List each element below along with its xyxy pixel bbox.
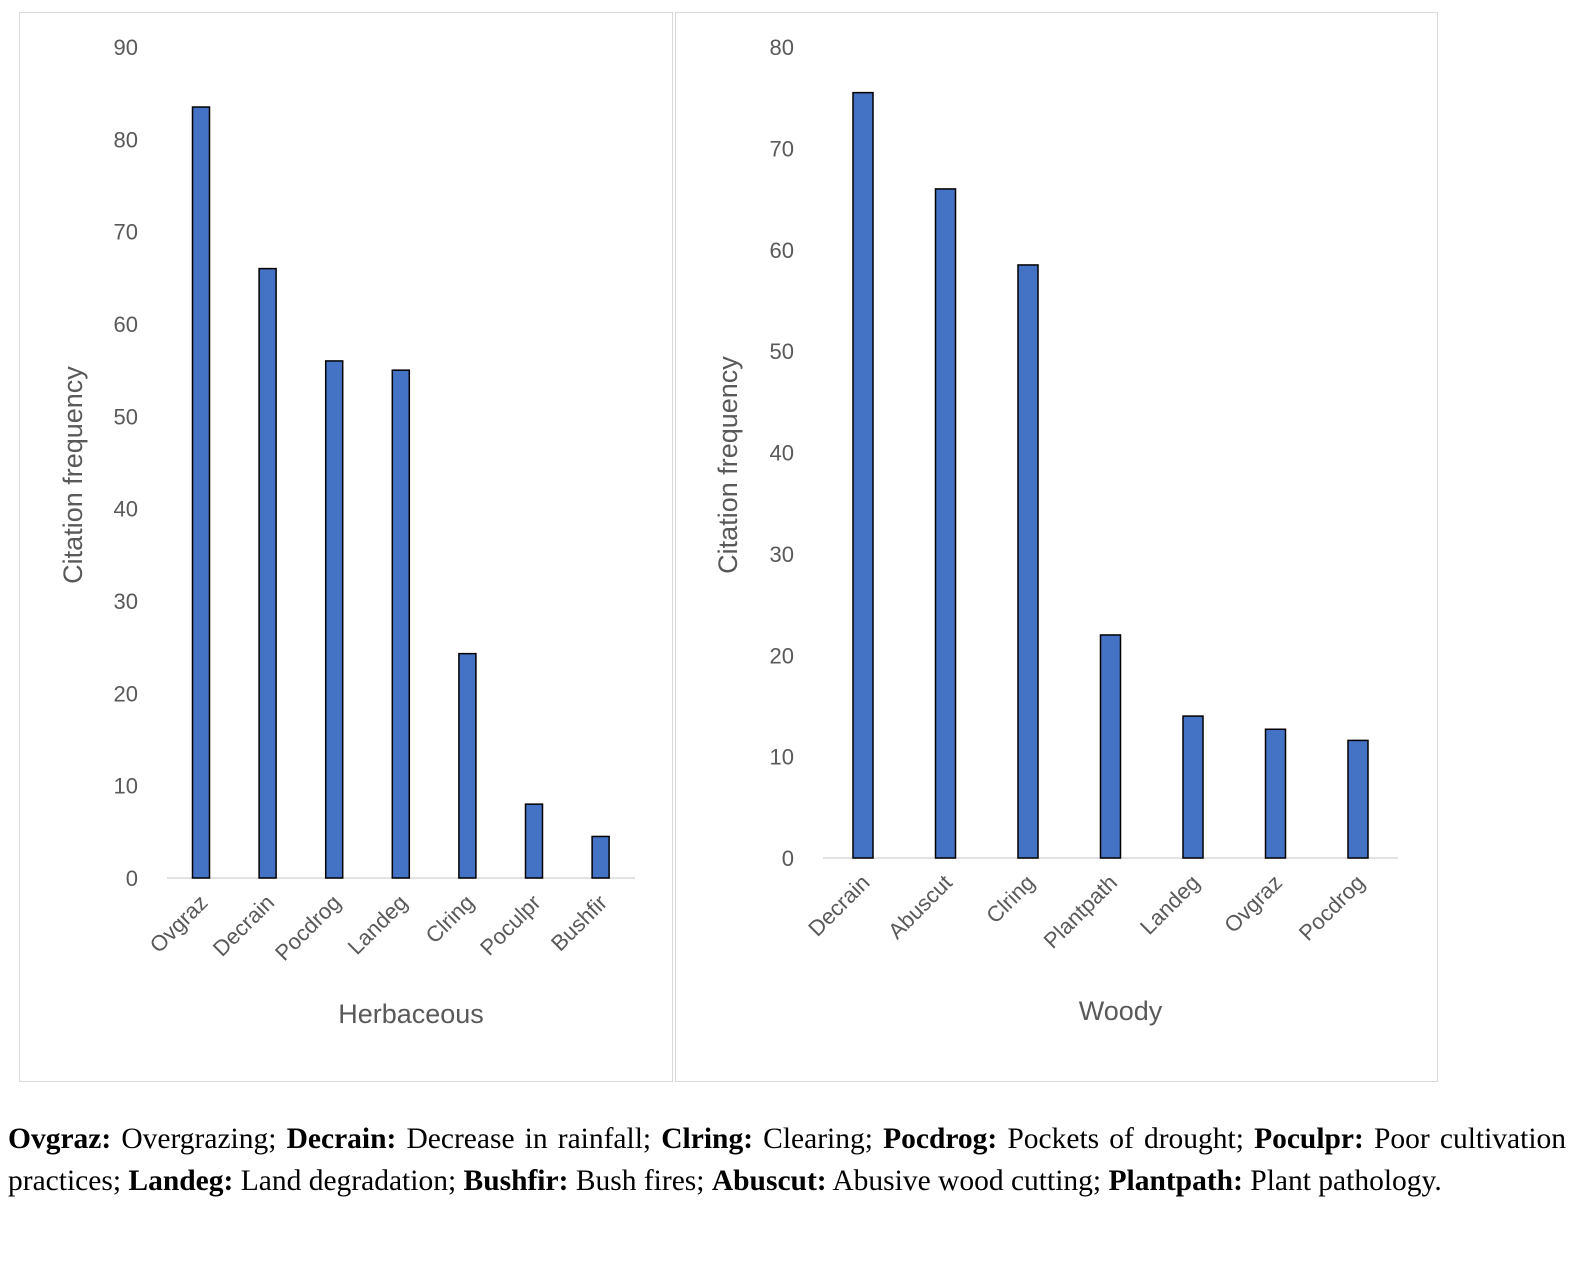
herbaceous-y-tick-label: 40 bbox=[114, 497, 138, 522]
herbaceous-bar-pocdrog bbox=[324, 360, 344, 879]
herbaceous-x-tick-label: Clring bbox=[421, 890, 479, 948]
herbaceous-x-tick-label: Pocdrog bbox=[270, 890, 346, 966]
caption-abbreviation: Pocdrog: bbox=[883, 1123, 998, 1155]
woody-y-tick-label: 70 bbox=[770, 136, 794, 161]
caption-abbreviation: Ovgraz: bbox=[8, 1123, 112, 1155]
woody-y-tick-label: 50 bbox=[770, 339, 794, 364]
herbaceous-x-tick-label: Bushfir bbox=[546, 890, 612, 956]
herbaceous-bar-poculpr bbox=[524, 803, 544, 879]
herbaceous-chart-panel: 0 10 20 30 40 50 60 70 80 90 Ovgraz Decrain Pocdrog L… bbox=[19, 12, 673, 1082]
herbaceous-x-tick-label: Ovgraz bbox=[145, 890, 213, 958]
caption-abbreviation: Decrain: bbox=[286, 1123, 397, 1155]
woody-bar-abuscut bbox=[934, 188, 957, 859]
woody-bar-plantpath bbox=[1099, 634, 1122, 859]
caption-abbreviation: Clring: bbox=[661, 1123, 754, 1155]
caption-definition: Land degradation; bbox=[233, 1165, 464, 1197]
herbaceous-bar-decrain bbox=[258, 267, 277, 879]
herbaceous-y-tick-label: 70 bbox=[114, 220, 138, 245]
woody-x-tick-label: Plantpath bbox=[1039, 870, 1122, 953]
woody-bar-ovgraz bbox=[1264, 728, 1287, 859]
herbaceous-y-tick-label: 90 bbox=[114, 35, 138, 60]
woody-x-tick-label: Decrain bbox=[803, 870, 874, 941]
woody-x-tick-label: Landeg bbox=[1135, 870, 1205, 940]
herbaceous-bar-clring bbox=[458, 652, 477, 879]
caption-abbreviation: Landeg: bbox=[128, 1165, 234, 1197]
woody-y-tick-label: 80 bbox=[770, 35, 794, 60]
caption-definition: Abusive wood cutting; bbox=[826, 1165, 1109, 1197]
caption-definition: Plant pathology. bbox=[1242, 1165, 1442, 1197]
herbaceous-y-tick-label: 60 bbox=[114, 312, 138, 337]
woody-y-tick-label: 40 bbox=[770, 441, 794, 466]
woody-x-tick-label: Pocdrog bbox=[1294, 870, 1370, 946]
woody-bar-decrain bbox=[852, 91, 874, 859]
caption-abbreviation: Bushfir: bbox=[463, 1165, 569, 1197]
woody-y-axis-title: Citation frequency bbox=[713, 356, 743, 574]
caption-definition: Overgrazing; bbox=[111, 1123, 287, 1155]
herbaceous-y-axis-title: Citation frequency bbox=[58, 366, 88, 584]
woody-bar-chart: 0 10 20 30 40 50 60 70 80 Decrain Abuscut Clring Pla… bbox=[713, 35, 1398, 1026]
herbaceous-bar-bushfir bbox=[591, 835, 610, 879]
caption-definition: Clearing; bbox=[753, 1123, 884, 1155]
herbaceous-bar-landeg bbox=[391, 369, 411, 879]
herbaceous-y-tick-label: 0 bbox=[126, 866, 138, 891]
herbaceous-x-tick-label: Poculpr bbox=[475, 890, 545, 960]
caption-abbreviation: Plantpath: bbox=[1108, 1165, 1243, 1197]
herbaceous-y-tick-label: 50 bbox=[114, 404, 138, 429]
woody-x-tick-label: Ovgraz bbox=[1219, 870, 1287, 938]
woody-x-tick-label: Clring bbox=[981, 870, 1039, 928]
woody-bar-pocdrog bbox=[1347, 739, 1369, 859]
woody-y-tick-label: 20 bbox=[770, 643, 794, 668]
herbaceous-x-axis-title: Herbaceous bbox=[338, 999, 484, 1029]
caption-definition: Poor cultivation practices; bbox=[8, 1123, 1567, 1197]
woody-chart-panel: 0 10 20 30 40 50 60 70 80 Decrain Abuscut Clring Pla… bbox=[675, 12, 1438, 1082]
woody-bar-landeg bbox=[1182, 715, 1204, 859]
woody-bar-clring bbox=[1017, 264, 1039, 859]
caption-abbreviation: Abuscut: bbox=[711, 1165, 827, 1197]
caption-definition: Decrease in rainfall; bbox=[396, 1123, 662, 1155]
herbaceous-x-tick-label: Landeg bbox=[343, 890, 413, 960]
woody-y-tick-label: 0 bbox=[782, 846, 794, 871]
herbaceous-y-tick-label: 30 bbox=[114, 589, 138, 614]
caption-abbreviation: Poculpr: bbox=[1254, 1123, 1364, 1155]
herbaceous-bar-chart: 0 10 20 30 40 50 60 70 80 90 OvgrazDecrainPocdrogL… bbox=[58, 35, 635, 1029]
woody-y-tick-label: 30 bbox=[770, 542, 794, 567]
woody-x-tick-label: Abuscut bbox=[883, 870, 957, 944]
woody-y-tick-label: 10 bbox=[770, 745, 794, 770]
herbaceous-y-tick-label: 80 bbox=[114, 127, 138, 152]
herbaceous-x-tick-label: Decrain bbox=[208, 890, 279, 961]
herbaceous-bar-ovgraz bbox=[191, 106, 211, 879]
woody-x-axis-title: Woody bbox=[1079, 996, 1163, 1026]
caption-definition: Bush fires; bbox=[568, 1165, 712, 1197]
herbaceous-y-tick-label: 10 bbox=[114, 774, 138, 799]
woody-y-tick-label: 60 bbox=[770, 238, 794, 263]
figure-caption: Ovgraz: Overgrazing; Decrain: Decrease i… bbox=[8, 1118, 1566, 1202]
herbaceous-y-tick-label: 20 bbox=[114, 681, 138, 706]
caption-definition: Pockets of drought; bbox=[997, 1123, 1255, 1155]
